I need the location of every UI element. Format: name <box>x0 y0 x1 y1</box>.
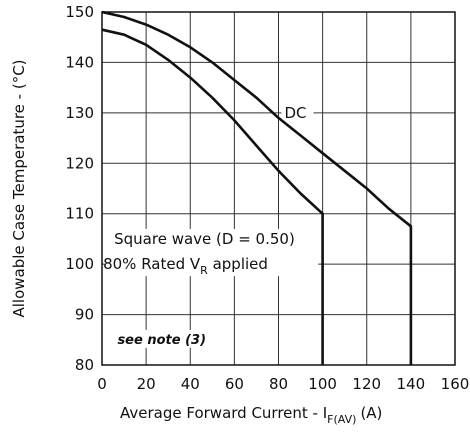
y-tick-80: 80 <box>75 356 94 374</box>
square-wave-label: Square wave (D = 0.50) <box>114 230 295 248</box>
see-note-label: see note (3) <box>117 333 206 348</box>
note-background <box>113 329 214 348</box>
x-tick-labels: 0 20 40 60 80 100 120 140 160 <box>97 375 469 393</box>
dc-label-background <box>281 103 314 122</box>
y-tick-110: 110 <box>65 205 94 223</box>
x-tick-100: 100 <box>308 375 337 393</box>
dc-label: DC <box>285 104 307 122</box>
y-tick-140: 140 <box>65 53 94 71</box>
y-tick-130: 130 <box>65 104 94 122</box>
x-axis-title-subscript: F(AV) <box>327 413 356 426</box>
rated-vr-applied: applied <box>208 255 268 273</box>
x-tick-140: 140 <box>397 375 426 393</box>
y-axis-title: Allowable Case Temperature - (°C) <box>10 59 28 317</box>
rated-vr-text: 80% Rated V <box>103 255 201 273</box>
y-tick-labels: 80 90 100 110 120 130 140 150 <box>65 3 94 374</box>
x-tick-80: 80 <box>269 375 288 393</box>
series-line-square-wave <box>101 28 324 365</box>
y-tick-90: 90 <box>75 306 94 324</box>
x-tick-20: 20 <box>137 375 156 393</box>
series-line-dc <box>101 10 413 365</box>
x-tick-0: 0 <box>97 375 107 393</box>
x-tick-160: 160 <box>441 375 470 393</box>
x-axis-title-main: Average Forward Current - I <box>120 404 327 422</box>
rated-vr-subscript: R <box>200 264 208 277</box>
rated-vr-label: 80% Rated VR applied <box>103 255 268 277</box>
square-wave-label-background <box>106 228 319 277</box>
series-curves <box>101 10 413 365</box>
y-tick-150: 150 <box>65 3 94 21</box>
y-tick-100: 100 <box>65 255 94 273</box>
x-tick-40: 40 <box>181 375 200 393</box>
x-axis-title-unit: (A) <box>360 404 382 422</box>
x-tick-120: 120 <box>352 375 381 393</box>
grid-lines <box>102 12 455 365</box>
x-axis-title: Average Forward Current - IF(AV) (A) <box>120 404 382 426</box>
y-tick-120: 120 <box>65 154 94 172</box>
x-tick-60: 60 <box>225 375 244 393</box>
plot-frame <box>101 11 456 366</box>
